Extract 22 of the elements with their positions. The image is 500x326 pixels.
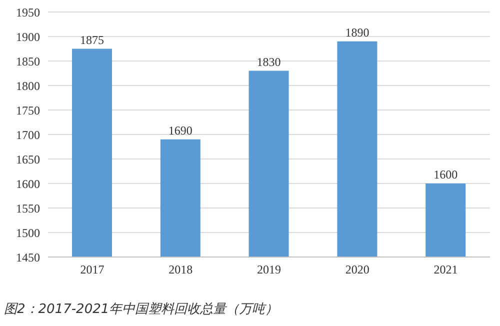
y-tick-label: 1700 [16, 128, 40, 142]
y-tick-label: 1550 [16, 201, 40, 216]
y-tick-label: 1650 [16, 152, 40, 166]
data-label: 1875 [80, 32, 104, 47]
y-tick-label: 1800 [16, 78, 40, 93]
y-tick-label: 1600 [16, 176, 40, 191]
data-label: 1890 [345, 25, 370, 40]
x-tick-label: 2019 [257, 262, 281, 277]
y-tick-label: 1750 [16, 103, 40, 118]
y-tick-label: 1450 [16, 250, 40, 264]
x-tick-label: 2018 [168, 262, 193, 277]
data-label: 1600 [434, 168, 458, 182]
x-tick-label: 2020 [345, 262, 370, 277]
y-tick-label: 1850 [16, 54, 40, 68]
y-tick-label: 1900 [16, 30, 40, 44]
caption: 图2：2017-2021年中国塑料回收总量（万吨） [4, 301, 278, 318]
data-label: 1690 [168, 123, 192, 138]
y-tick-label: 1500 [16, 226, 40, 240]
x-tick-label: 2017 [80, 262, 104, 277]
data-label: 1830 [256, 54, 281, 69]
y-tick-label: 1950 [16, 5, 40, 20]
x-tick-label: 2021 [434, 262, 458, 277]
